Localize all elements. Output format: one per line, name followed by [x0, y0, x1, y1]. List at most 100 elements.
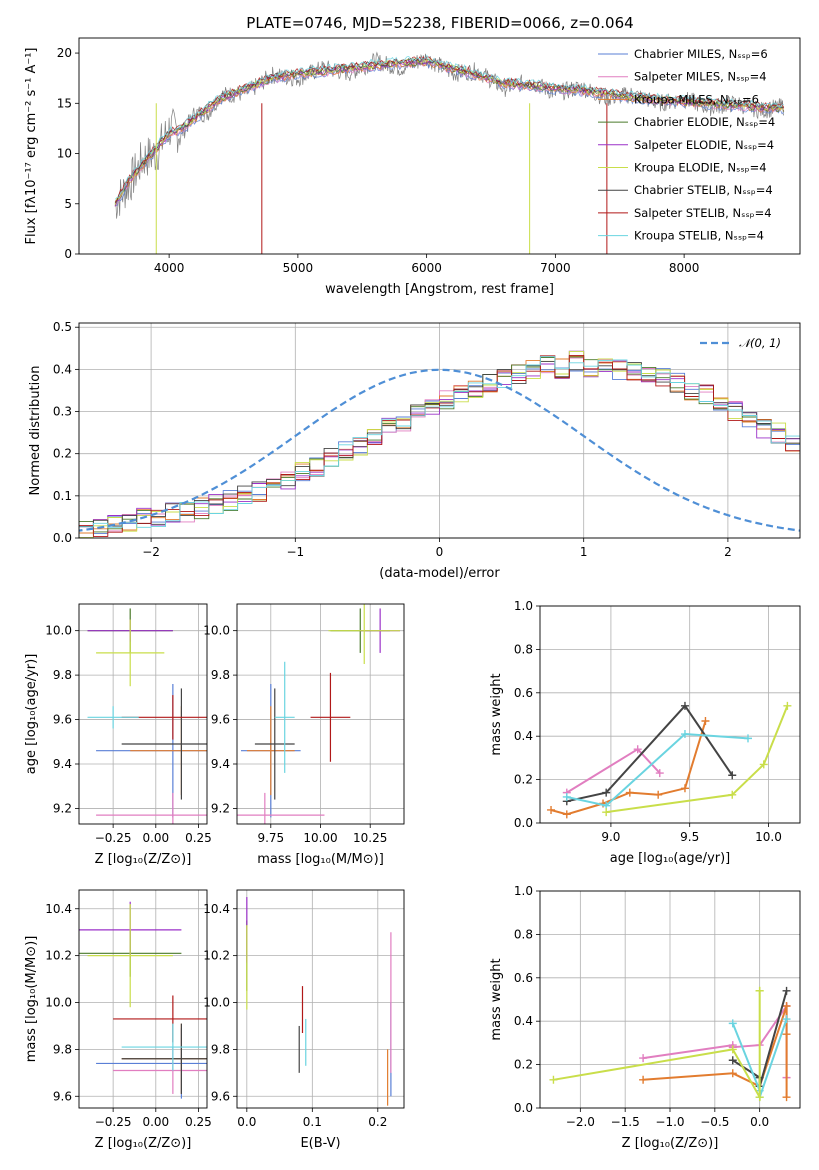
y-tick-label: 0.0: [514, 816, 533, 830]
weight-marker: [680, 730, 689, 739]
y-tick-label: 9.6: [53, 1089, 72, 1103]
plot-area: [547, 701, 792, 819]
y-tick-label: 0.1: [53, 489, 72, 503]
panel-6: −0.25 0.00 0.25 9.6 9.8 10.0 10.2 10.4 Z [log₁₀(…: [24, 889, 212, 1151]
y-tick-label: 9.4: [53, 757, 72, 771]
y-tick-label: 10.4: [203, 902, 230, 916]
x-tick-label: 0.0: [237, 1115, 256, 1129]
x-tick-label: 0.25: [185, 1115, 212, 1129]
legend-entry: Salpeter ELODIE, Nₛₛₚ=4: [634, 138, 774, 152]
y-tick-label: 9.2: [53, 801, 72, 815]
weight-marker: [755, 1093, 764, 1102]
y-tick-label: 1.0: [514, 884, 533, 898]
axes-frame: [78, 889, 208, 1109]
panel-1: 4000 5000 6000 7000 8000 0 5 10 15 20 wavelength […: [24, 37, 801, 297]
legend-entry: Salpeter STELIB, Nₛₛₚ=4: [634, 206, 772, 220]
legend-entry: Kroupa STELIB, Nₛₛₚ=4: [634, 229, 764, 243]
x-tick-label: −0.5: [700, 1115, 729, 1129]
x-axis-label: E(B-V): [300, 1136, 340, 1151]
y-tick-label: 0.4: [53, 362, 72, 376]
x-tick-label: −0.25: [95, 831, 132, 845]
weight-marker: [728, 790, 737, 799]
x-tick-label: 1: [580, 545, 588, 559]
y-tick-label: 0.5: [53, 320, 72, 334]
y-tick-label: 0.2: [514, 773, 533, 787]
weight-marker: [783, 701, 792, 710]
plot-area: [79, 350, 800, 538]
x-axis-label: Z [log₁₀(Z/Z⊙)]: [622, 1136, 719, 1151]
weight-marker: [602, 788, 611, 797]
y-tick-label: 1.0: [514, 599, 533, 613]
y-tick-label: 0.0: [53, 531, 72, 545]
spectrum-title: PLATE=0746, MJD=52238, FIBERID=0066, z=0…: [246, 14, 633, 32]
y-tick-label: 9.8: [211, 1042, 230, 1056]
x-tick-label: 10.25: [353, 831, 387, 845]
legend-entry: Kroupa ELODIE, Nₛₛₚ=4: [634, 161, 767, 175]
plot-area: [549, 986, 791, 1102]
plot-area: [114, 51, 785, 254]
model-spectrum: [114, 58, 785, 206]
weight-marker: [782, 986, 791, 995]
weight-marker: [639, 1054, 648, 1063]
legend-entry: Chabrier STELIB, Nₛₛₚ=4: [634, 183, 773, 197]
legend-entry: Chabrier ELODIE, Nₛₛₚ=4: [634, 115, 775, 129]
x-axis-label: (data-model)/error: [379, 566, 500, 581]
y-tick-label: 15: [57, 96, 72, 110]
weight-marker: [728, 1069, 737, 1078]
histogram-steps: [79, 356, 800, 538]
plot-area: [87, 608, 207, 824]
histogram-steps: [79, 355, 800, 538]
x-tick-label: 0.0: [750, 1115, 769, 1129]
y-tick-label: 10.0: [45, 996, 72, 1010]
histogram-steps: [79, 367, 800, 538]
weight-marker: [728, 771, 737, 780]
weight-marker: [625, 788, 634, 797]
x-tick-label: −2: [142, 545, 160, 559]
weight-marker: [549, 1075, 558, 1084]
y-tick-label: 0.2: [53, 447, 72, 461]
plot-area: [79, 901, 207, 1099]
panel-2: −2 −1 0 1 2 0.0 0.1 0.2 0.3 0.4 0.5 (data-model)/er…: [28, 320, 801, 581]
y-tick-label: 0.6: [514, 686, 533, 700]
weight-line: [566, 732, 749, 807]
x-axis-label: mass [log₁₀(M/M⊙)]: [257, 852, 384, 867]
panel-3: −0.25 0.00 0.25 9.2 9.4 9.6 9.8 10.0 Z [log₁₀(Z/…: [24, 603, 212, 867]
y-tick-label: 5: [64, 197, 72, 211]
histogram-steps: [79, 354, 800, 538]
y-tick-label: 9.8: [211, 668, 230, 682]
weight-marker: [655, 769, 664, 778]
weight-marker: [639, 1075, 648, 1084]
weight-marker: [562, 792, 571, 801]
model-spectrum: [114, 54, 784, 200]
y-tick-label: 9.2: [211, 801, 230, 815]
y-axis-label: Flux [fλ10⁻¹⁷ erg cm⁻² s⁻¹ A⁻¹]: [24, 48, 39, 245]
y-axis-label: mass weight: [489, 673, 504, 755]
legend-entry: 𝒩(0, 1): [739, 336, 781, 350]
x-tick-label: 5000: [283, 261, 314, 275]
x-tick-label: 2: [724, 545, 732, 559]
x-tick-label: −1.5: [611, 1115, 640, 1129]
y-tick-label: 0: [64, 247, 72, 261]
panel-4: 9.75 10.00 10.25 9.2 9.4 9.6 9.8 10.0 mass [log₁…: [203, 603, 405, 867]
y-tick-label: 10: [57, 147, 72, 161]
weight-marker: [728, 1056, 737, 1065]
weight-marker: [744, 734, 752, 743]
y-tick-label: 10.0: [203, 996, 230, 1010]
weight-marker: [782, 1002, 791, 1011]
weight-marker: [701, 717, 710, 726]
y-axis-label: Normed distribution: [28, 366, 43, 496]
weight-marker: [755, 986, 764, 995]
y-axis-label: mass weight: [489, 958, 504, 1040]
y-tick-label: 0.0: [514, 1101, 533, 1115]
histogram-steps: [79, 360, 800, 538]
y-tick-label: 10.4: [45, 902, 72, 916]
panel-8: −2.0 −1.5 −1.0 −0.5 0.0 0.0 0.2 0.4 0.6 0.8 1.0 Z […: [489, 884, 801, 1151]
x-tick-label: −0.25: [95, 1115, 132, 1129]
weight-line: [566, 704, 734, 803]
weight-marker: [728, 1045, 737, 1054]
legend-entry: Salpeter MILES, Nₛₛₚ=4: [634, 70, 767, 84]
y-tick-label: 0.4: [514, 1014, 533, 1028]
panel-7: 0.0 0.1 0.2 9.6 9.8 10.0 10.2 10.4 E(B-V): [203, 889, 405, 1151]
x-axis-label: Z [log₁₀(Z/Z⊙)]: [95, 1136, 192, 1151]
y-tick-label: 0.8: [514, 642, 533, 656]
